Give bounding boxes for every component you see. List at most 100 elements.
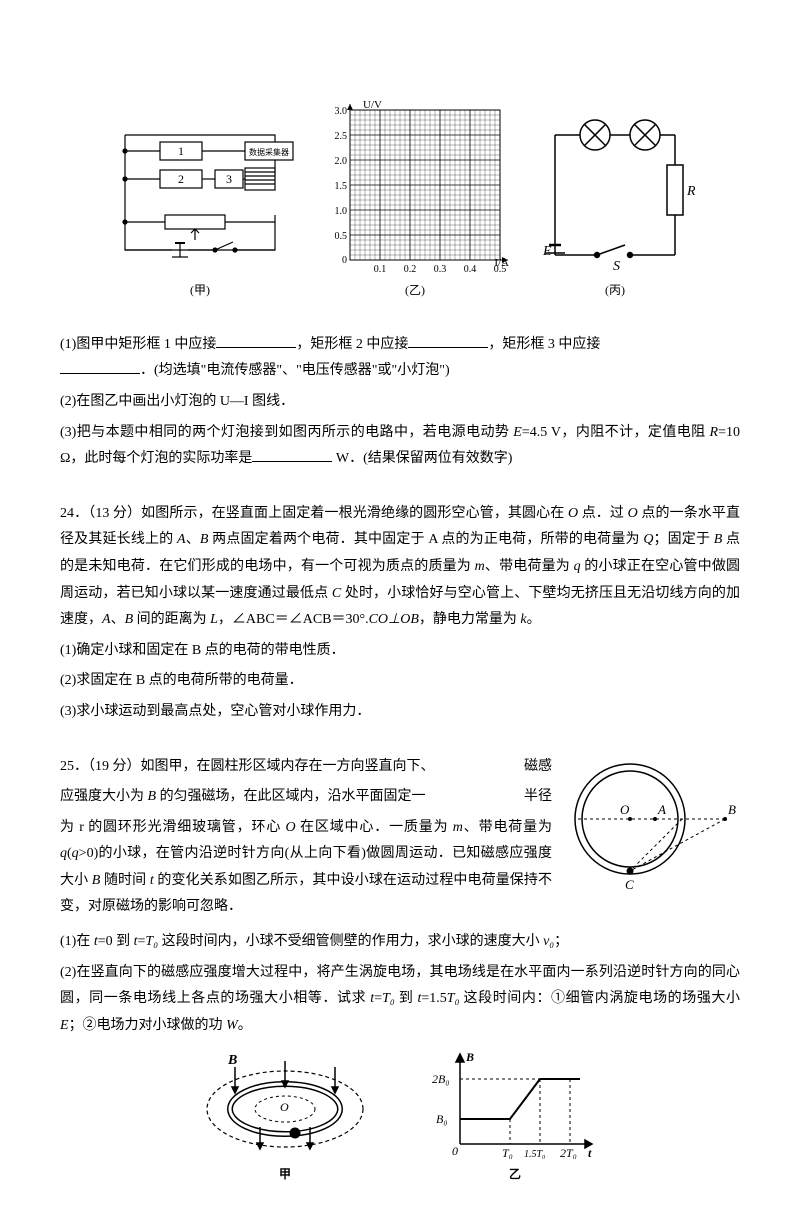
t: 在区域中心．一质量为	[296, 820, 453, 835]
t: m	[453, 820, 463, 835]
fig25-yi: B t B₀ 2B₀ 0 T₀ 1.5T₀ 2T₀ 乙	[430, 1049, 600, 1186]
fig25-jia: B O 甲	[200, 1049, 370, 1186]
yi-xlabel: I/A	[494, 257, 509, 269]
q23-p3-a: (3)把与本题中相同的两个灯泡接到如图丙所示的电路中，若电源电动势	[60, 425, 513, 440]
yi-xtick: 0.4	[464, 264, 477, 275]
t: 的匀强磁场，在此区域内，沿水平面固定一	[156, 789, 426, 804]
t: q	[72, 846, 79, 861]
blank	[216, 333, 296, 348]
q23-p1-d: ．(均选填"电流传感器"、"电压传感器"或"小灯泡")	[140, 363, 450, 378]
q24-fig: O A B C	[560, 754, 740, 894]
jia-box1-label: 1	[178, 144, 184, 158]
t: ，静电力常量为	[419, 612, 521, 627]
t: 间的距离为	[133, 612, 210, 627]
t: O	[568, 506, 578, 521]
t: B	[125, 612, 134, 627]
yi-ytick: 3.0	[335, 106, 348, 117]
q25-s1: (1)在 t=0 到 t=T₀ 这段时间内，小球不受细管侧壁的作用力，求小球的速…	[60, 929, 740, 956]
lbl-B: B	[227, 1053, 237, 1068]
t: 。	[527, 612, 541, 627]
t: 25．（19 分）如图甲，在圆柱形区域内存在一方向竖直向下、	[60, 759, 435, 774]
q23-p1-c: ，矩形框 3 中应接	[488, 337, 600, 352]
blank	[60, 359, 140, 374]
q24-s1: (1)确定小球和固定在 B 点的电荷的带电性质．	[60, 638, 740, 665]
t: =1.5	[421, 991, 446, 1006]
t: 到	[395, 991, 418, 1006]
fig25-jia-caption: 甲	[200, 1163, 370, 1186]
lbl: 2B₀	[432, 1072, 450, 1086]
lbl: 2T₀	[560, 1146, 577, 1159]
t: ，∠ABC＝∠ACB＝30°.	[218, 612, 369, 627]
t: E	[60, 1018, 69, 1033]
q23-p1: (1)图甲中矩形框 1 中应接 ，矩形框 2 中应接 ，矩形框 3 中应接 ．(均选…	[60, 332, 740, 385]
bing-R-label: R	[686, 184, 695, 199]
figure-row-top: 1 2 3 数据采集器 (甲)	[60, 100, 740, 302]
t: (1)在	[60, 934, 94, 949]
t: 应强度大小为	[60, 789, 148, 804]
fig-bing-caption: (丙)	[535, 279, 695, 302]
t: A	[177, 532, 186, 547]
yi-ytick: 1.0	[335, 206, 348, 217]
q23-p3: (3)把与本题中相同的两个灯泡接到如图丙所示的电路中，若电源电动势 E=4.5 …	[60, 420, 740, 473]
fig-bing-svg: E S R	[535, 105, 695, 275]
t: T₀	[145, 934, 158, 949]
q25-s2: (2)在竖直向下的磁感应强度增大过程中，将产生涡旋电场，其电场线是在水平面内一系…	[60, 960, 740, 1040]
blank	[252, 447, 332, 462]
yi-ytick: 0.5	[335, 231, 348, 242]
q23-p1-a: (1)图甲中矩形框 1 中应接	[60, 337, 216, 352]
t: ；②电场力对小球做的功	[69, 1018, 227, 1033]
t: 两点固定着两个电荷．其中固定于 A 点的为正电荷，所带的电荷量为	[208, 532, 643, 547]
yi-ytick: 2.0	[335, 156, 348, 167]
t: A	[102, 612, 111, 627]
fig-jia-container: 1 2 3 数据采集器 (甲)	[105, 120, 295, 302]
t: q	[60, 846, 67, 861]
t: T₀	[382, 991, 395, 1006]
t: ；	[554, 934, 568, 949]
lbl-A: A	[657, 802, 666, 817]
t: t	[370, 991, 374, 1006]
q23-R: R	[710, 425, 719, 440]
q25-block: O A B C 25．（19 分）如图甲，在圆柱形区域内存在一方向竖直向下、 磁…	[60, 754, 740, 926]
t: 半径	[524, 784, 552, 811]
q24-circle-svg: O A B C	[560, 754, 740, 894]
t: 。	[238, 1018, 252, 1033]
t: Q	[643, 532, 653, 547]
t: 这段时间内：①细管内涡旋电场的场强大小	[459, 991, 740, 1006]
t: 磁感	[524, 754, 552, 781]
t: 这段时间内，小球不受细管侧壁的作用力，求小球的速度大小	[158, 934, 543, 949]
yi-ytick: 0	[342, 255, 347, 266]
bottom-figure-row: B O 甲 B t B₀	[60, 1049, 740, 1186]
t: q	[574, 559, 581, 574]
t: 、带电荷量为	[485, 559, 574, 574]
t: 随时间	[100, 873, 150, 888]
yi-xtick: 0.1	[374, 264, 387, 275]
yi-xtick: 0.3	[434, 264, 447, 275]
t: 、带电荷量为	[463, 820, 552, 835]
t: T₀	[447, 991, 460, 1006]
t: ；固定于	[653, 532, 713, 547]
lbl: B	[465, 1050, 474, 1064]
q24-body: 24．（13 分）如图所示，在竖直面上固定着一根光滑绝缘的圆形空心管，其圆心在 …	[60, 501, 740, 634]
t: C	[332, 586, 341, 601]
bing-E-label: E	[542, 244, 552, 259]
t: 24．（13 分）如图所示，在竖直面上固定着一根光滑绝缘的圆形空心管，其圆心在	[60, 506, 568, 521]
fig25-yi-svg: B t B₀ 2B₀ 0 T₀ 1.5T₀ 2T₀	[430, 1049, 600, 1159]
t: =0 到	[98, 934, 134, 949]
t: CO⊥OB	[369, 612, 419, 627]
q23-p1-b: ，矩形框 2 中应接	[296, 337, 408, 352]
q23-E: E	[513, 425, 522, 440]
t: 点．过	[578, 506, 628, 521]
blank	[408, 333, 488, 348]
t: W	[226, 1018, 238, 1033]
t: B	[148, 789, 157, 804]
t: O	[628, 506, 638, 521]
fig-yi-svg: 0 0.5 1.0 1.5 2.0 2.5 3.0 0.1 0.2 0.3 0.…	[315, 100, 515, 275]
lbl: t	[588, 1146, 592, 1159]
lbl: 0	[452, 1144, 458, 1158]
lbl-B: B	[728, 802, 736, 817]
fig-bing-container: E S R (丙)	[535, 105, 695, 302]
fig-yi-container: 0 0.5 1.0 1.5 2.0 2.5 3.0 0.1 0.2 0.3 0.…	[315, 100, 515, 302]
bing-S-label: S	[613, 259, 620, 274]
q23-p2: (2)在图乙中画出小灯泡的 U—I 图线．	[60, 389, 740, 416]
fig-jia-caption: (甲)	[105, 279, 295, 302]
